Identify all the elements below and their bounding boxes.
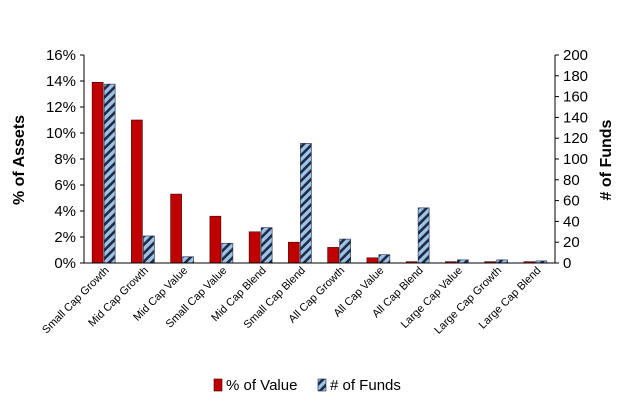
right-tick-label: 100 [563,151,588,168]
bar-pct-value [209,215,222,264]
bar-pct-value [366,257,379,264]
left-axis-ticks: 0% 2% 4% 6% 8% 10% 12% 14% 16% [46,47,84,272]
legend-label-num-funds: # of Funds [330,377,401,394]
left-tick-label: 12% [46,99,76,116]
left-tick-label: 14% [46,73,76,90]
left-tick-label: 16% [46,47,76,64]
right-tick-label: 80 [563,172,580,189]
legend-swatch-pct-value [213,378,223,392]
category-label: Small Cap Growth [40,265,112,337]
legend-label-pct-value: % of Value [226,377,297,394]
left-axis-title: % of Assets [11,115,28,205]
bar-num-funds [339,238,351,264]
bar-num-funds [221,242,234,264]
bar-pct-value [170,193,182,264]
legend: % of Value # of Funds [213,377,401,394]
right-tick-label: 60 [563,193,580,210]
bar-num-funds [378,254,391,264]
right-tick-label: 120 [563,130,588,147]
bar-num-funds [417,207,430,264]
left-tick-label: 2% [54,229,76,246]
left-tick-label: 4% [54,203,76,220]
bar-num-funds [103,83,116,264]
category-label: Large Cap Growth [432,265,504,337]
plot-area [83,55,556,264]
right-tick-label: 200 [563,47,588,64]
bar-pct-value [91,82,104,264]
bar-num-funds [143,235,155,264]
right-tick-label: 160 [563,89,588,106]
right-axis-title: # of Funds [598,119,615,200]
bar-num-funds [182,256,194,264]
right-tick-label: 20 [563,234,580,251]
right-tick-label: 180 [563,68,588,85]
bar-pct-value [288,241,300,264]
left-tick-label: 8% [54,151,76,168]
left-tick-label: 6% [54,177,76,194]
bar-num-funds [300,143,312,264]
bar-pct-value [327,247,339,264]
legend-swatch-num-funds [317,378,327,392]
right-tick-label: 140 [563,109,588,126]
right-tick-label: 40 [563,213,580,230]
bar-pct-value [248,231,261,264]
right-axis-ticks: 0 20 40 60 80 100 120 140 160 180 200 [555,47,588,272]
bar-pct-value [131,119,143,264]
bar-num-funds [260,227,273,264]
left-tick-label: 10% [46,125,76,142]
right-tick-label: 0 [563,255,571,272]
left-tick-label: 0% [54,255,76,272]
